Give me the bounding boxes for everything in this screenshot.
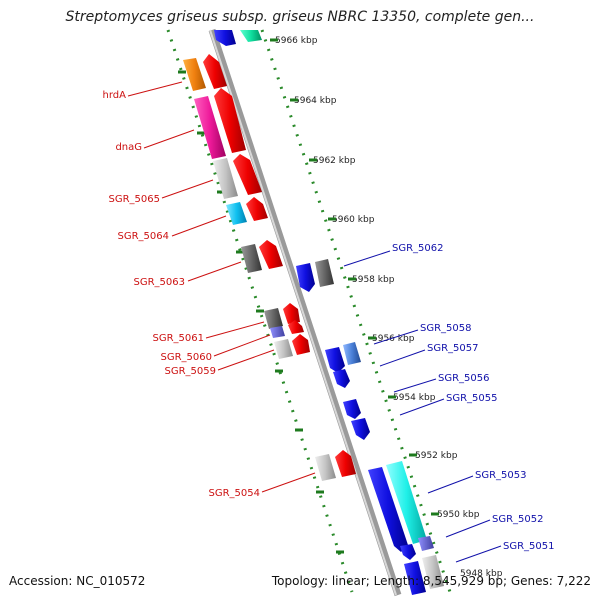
gene-label-SGR_5065[interactable]: SGR_5065 [109,194,161,205]
gene-SGR_5062[interactable] [296,259,334,292]
gene-dnaG[interactable] [194,88,246,159]
scale-label: 5954 kbp [393,393,436,403]
gene-label-SGR_5053[interactable]: SGR_5053 [475,470,527,481]
accession-label: Accession: NC_010572 [9,574,146,588]
gene-label-SGR_5051[interactable]: SGR_5051 [503,541,555,552]
map-title: Streptomyces griseus subsp. griseus NBRC… [65,9,535,25]
gene-SGR_5064[interactable] [226,197,268,225]
gene-label-SGR_5058[interactable]: SGR_5058 [420,323,472,334]
gene-SGR_5058[interactable] [343,342,361,365]
scale-label: 5962 kbp [313,156,356,166]
gene-SGR_5061[interactable] [264,303,300,329]
gene-SGR_5060[interactable] [270,320,304,338]
gene-SGR_5059[interactable] [274,334,310,359]
left-gene-labels: hrdA dnaG SGR_5065 SGR_5064 SGR_5063 SGR… [103,81,316,499]
gene-label-dnaG[interactable]: dnaG [115,142,142,153]
gene-label-SGR_5054[interactable]: SGR_5054 [209,488,261,499]
gene-label-SGR_5064[interactable]: SGR_5064 [118,231,170,242]
gene-label-SGR_5059[interactable]: SGR_5059 [165,366,217,377]
gene-label-SGR_5063[interactable]: SGR_5063 [134,277,186,288]
chromosome-axis-highlight [209,29,397,596]
gene-SGR_5057[interactable] [325,347,345,373]
right-gene-labels: SGR_5062 SGR_5058 SGR_5057 SGR_5056 SGR_… [343,243,555,563]
gene-label-SGR_5057[interactable]: SGR_5057 [427,343,479,354]
gene-SGR_5055[interactable] [343,399,370,440]
gene-label-SGR_5062[interactable]: SGR_5062 [392,243,444,254]
gene-SGR_5053[interactable] [368,461,427,552]
gene-SGR_5054[interactable] [315,450,356,481]
scale-label: 5956 kbp [372,334,415,344]
gene-label-SGR_5055[interactable]: SGR_5055 [446,393,498,404]
scale-label: 5952 kbp [415,451,458,461]
scale-marks: 5966 kbp 5964 kbp 5962 kbp 5960 kbp 5958… [178,36,503,579]
gene-hrdA[interactable] [183,54,227,91]
gene-label-SGR_5060[interactable]: SGR_5060 [161,352,213,363]
scale-label: 5950 kbp [437,510,480,520]
gene-SGR_5065[interactable] [213,154,262,199]
scale-label: 5948 kbp [460,569,503,579]
gene-label-SGR_5061[interactable]: SGR_5061 [153,333,205,344]
gene-top-partial[interactable] [214,30,262,46]
genome-summary: Topology: linear; Length: 8,545,929 bp; … [271,574,591,588]
chromosome-axis [208,28,402,597]
gene-SGR_5056[interactable] [333,369,350,388]
gene-SGR_5063[interactable] [241,240,283,273]
scale-label: 5964 kbp [294,96,337,106]
gene-label-SGR_5052[interactable]: SGR_5052 [492,514,544,525]
scale-label: 5960 kbp [332,215,375,225]
gene-label-SGR_5056[interactable]: SGR_5056 [438,373,490,384]
scale-label: 5966 kbp [275,36,318,46]
gene-SGR_5051[interactable] [404,555,444,595]
scale-label: 5958 kbp [352,275,395,285]
gene-SGR_5052[interactable] [400,536,434,560]
gene-label-hrdA[interactable]: hrdA [103,90,127,101]
